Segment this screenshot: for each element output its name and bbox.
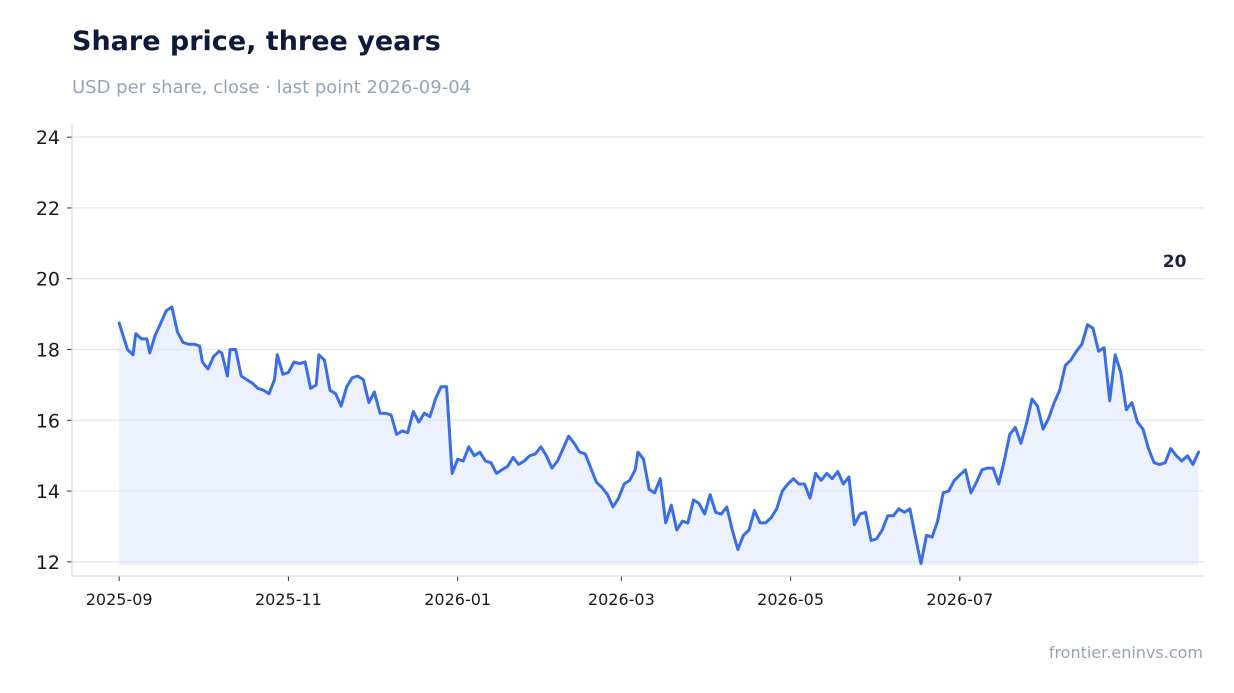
source-credit[interactable]: frontier.eninvs.com	[1048, 643, 1203, 662]
tick-label-x: 2026-07	[926, 590, 993, 609]
price-area	[119, 307, 1199, 566]
price-series: 20	[117, 252, 1200, 566]
tick-label-y: 14	[36, 481, 60, 503]
tick-label-y: 20	[36, 269, 60, 291]
tick-label-y: 16	[36, 410, 60, 432]
tick-label-x: 2025-09	[86, 590, 153, 609]
end-value-label: 20	[1163, 252, 1187, 272]
axes: 12 14 16 18 20 22 24 2025-09 2025-11 2026-01 2026-…	[36, 123, 1204, 609]
chart-subtitle: USD per share, close · last point 2026-0…	[72, 77, 472, 98]
chart-title: Share price, three years	[72, 26, 441, 57]
tick-label-y: 24	[36, 127, 60, 149]
tick-label-x: 2026-01	[424, 590, 491, 609]
tick-label-y: 18	[36, 340, 60, 362]
tick-label-y: 22	[36, 198, 60, 220]
tick-label-y: 12	[36, 552, 60, 574]
tick-label-x: 2026-05	[757, 590, 824, 609]
price-line	[117, 305, 1200, 566]
tick-label-x: 2026-03	[588, 590, 655, 609]
tick-label-x: 2025-11	[255, 590, 322, 609]
